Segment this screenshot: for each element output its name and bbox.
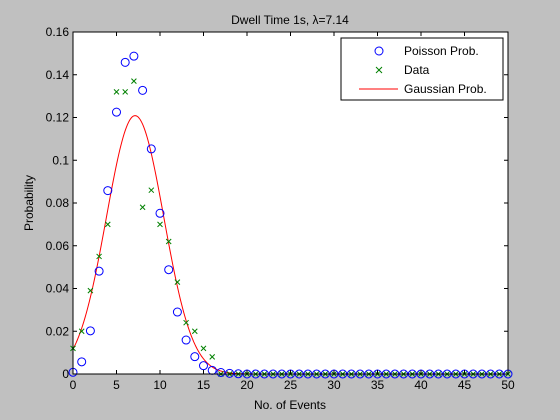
y-tick-label: 0.02 bbox=[46, 324, 70, 338]
poisson-point bbox=[181, 335, 191, 345]
data-point bbox=[104, 221, 111, 228]
poisson-point bbox=[216, 368, 226, 378]
y-tick-label: 0.04 bbox=[46, 282, 70, 296]
poisson-point bbox=[85, 326, 95, 336]
chart-title: Dwell Time 1s, λ=7.14 bbox=[231, 13, 349, 27]
y-tick-label: 0.12 bbox=[46, 111, 70, 125]
x-tick-label: 30 bbox=[327, 378, 341, 392]
poisson-point bbox=[112, 107, 121, 117]
legend: Poisson Prob. Data Gaussian Prob. bbox=[340, 37, 504, 101]
y-tick-label: 0.06 bbox=[46, 239, 70, 253]
data-point bbox=[113, 88, 120, 95]
y-axis-label: Probability bbox=[22, 175, 36, 231]
data-point bbox=[165, 238, 172, 245]
poisson-point bbox=[199, 361, 208, 371]
legend-data-label: Data bbox=[404, 63, 430, 77]
x-tick-label: 20 bbox=[240, 378, 254, 392]
x-tick-label: 40 bbox=[414, 378, 428, 392]
x-tick-label: 15 bbox=[197, 378, 211, 392]
legend-data-marker bbox=[375, 66, 383, 74]
poisson-point bbox=[164, 265, 174, 275]
poisson-point bbox=[120, 57, 130, 67]
x-tick-label: 5 bbox=[113, 378, 120, 392]
data-point bbox=[96, 253, 102, 260]
poisson-point bbox=[225, 368, 235, 378]
poisson-point bbox=[172, 307, 182, 317]
x-tick-label: 35 bbox=[371, 378, 385, 392]
data-point bbox=[78, 328, 85, 335]
legend-poisson-label: Poisson Prob. bbox=[404, 44, 479, 58]
x-tick-label: 10 bbox=[153, 378, 167, 392]
legend-box bbox=[340, 37, 504, 101]
data-point bbox=[131, 78, 137, 85]
data-point bbox=[157, 221, 163, 228]
x-tick-label: 0 bbox=[70, 378, 77, 392]
y-tick-label: 0.1 bbox=[52, 153, 69, 167]
data-point bbox=[174, 279, 181, 285]
data-point bbox=[191, 328, 198, 335]
y-tick-label: 0.08 bbox=[46, 196, 70, 210]
poisson-point bbox=[94, 266, 104, 276]
x-axis-label: No. of Events bbox=[254, 398, 326, 412]
data-point bbox=[200, 345, 207, 352]
poisson-point bbox=[155, 208, 165, 218]
poisson-point bbox=[146, 144, 156, 154]
poisson-point bbox=[129, 51, 139, 61]
data-point bbox=[139, 204, 146, 211]
y-tick-label: 0 bbox=[62, 367, 69, 381]
data-point bbox=[183, 319, 189, 326]
poisson-point bbox=[77, 357, 87, 367]
poisson-point bbox=[138, 85, 148, 95]
y-tick-label: 0.16 bbox=[46, 25, 70, 39]
y-tick-label: 0.14 bbox=[46, 68, 70, 82]
legend-poisson-marker bbox=[374, 46, 384, 56]
x-tick-label: 45 bbox=[458, 378, 472, 392]
data-point bbox=[209, 354, 216, 360]
x-tick-label: 50 bbox=[501, 378, 515, 392]
legend-gaussian-label: Gaussian Prob. bbox=[404, 82, 487, 96]
poisson-point bbox=[103, 186, 113, 196]
ticks-layer: 0 5 10 15 20 25 30 35 40 45 50 0 0.02 0.04 0.06 0.08 0.1… bbox=[46, 25, 515, 392]
x-tick-label: 25 bbox=[284, 378, 298, 392]
data-point bbox=[122, 88, 129, 95]
data-point bbox=[148, 187, 155, 194]
poisson-point bbox=[190, 352, 200, 362]
data-point bbox=[87, 287, 94, 294]
